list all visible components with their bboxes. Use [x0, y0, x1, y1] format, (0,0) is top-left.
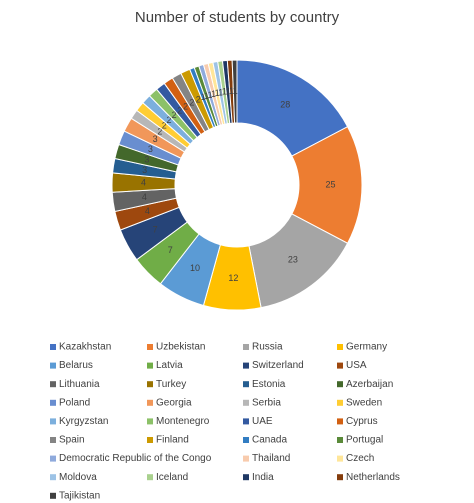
data-label: 1: [218, 87, 223, 97]
legend-label: Serbia: [252, 397, 281, 408]
legend-label: Turkey: [156, 379, 186, 390]
legend-label: Democratic Republic of the Congo: [59, 453, 212, 464]
data-label: 2: [162, 121, 167, 131]
data-label: 3: [142, 165, 147, 175]
legend-label: Czech: [346, 453, 374, 464]
legend-swatch: [337, 362, 343, 369]
legend-label: Germany: [346, 342, 387, 353]
legend-swatch: [50, 418, 56, 425]
legend-swatch: [337, 437, 343, 443]
legend-label: Finland: [156, 435, 189, 446]
legend-label: Canada: [252, 435, 287, 446]
data-label: 23: [288, 254, 298, 264]
legend-swatch: [337, 474, 343, 481]
legend-swatch: [50, 381, 56, 388]
legend-swatch: [50, 399, 56, 406]
legend-label: UAE: [252, 416, 273, 427]
legend-label: Sweden: [346, 397, 382, 408]
data-label: 25: [325, 179, 335, 189]
legend-swatch: [147, 474, 153, 481]
legend-label: Thailand: [252, 453, 290, 464]
legend-swatch: [243, 399, 249, 406]
legend-label: Netherlands: [346, 472, 400, 483]
data-label: 1: [215, 88, 220, 98]
data-label: 2: [157, 126, 162, 136]
data-label: 1: [208, 90, 213, 100]
data-label: 2: [183, 101, 188, 111]
legend-swatch: [243, 455, 249, 462]
data-label: 10: [190, 263, 200, 273]
data-label: 2: [172, 110, 177, 120]
data-label: 1: [233, 86, 238, 96]
data-label: 2: [196, 94, 201, 104]
legend-swatch: [337, 381, 343, 388]
legend-swatch: [147, 362, 153, 369]
legend-swatch: [50, 437, 56, 443]
data-label: 3: [153, 134, 158, 144]
legend-label: Russia: [252, 342, 283, 353]
legend-swatch: [243, 344, 249, 350]
legend-swatch: [243, 418, 249, 425]
legend-label: Poland: [59, 397, 90, 408]
legend-swatch: [147, 399, 153, 406]
legend-label: Georgia: [156, 397, 192, 408]
legend-label: Portugal: [346, 435, 383, 446]
data-label: 1: [211, 89, 216, 99]
legend-swatch: [243, 362, 249, 369]
data-label: 2: [189, 98, 194, 108]
legend-label: Kazakhstan: [59, 342, 111, 353]
legend-label: Cyprus: [346, 416, 378, 427]
legend-swatch: [147, 344, 153, 350]
legend-swatch: [50, 362, 56, 369]
legend-swatch: [147, 418, 153, 425]
legend-swatch: [243, 381, 249, 388]
data-label: 1: [229, 86, 234, 96]
data-label: 1: [225, 86, 230, 96]
legend-label: Latvia: [156, 360, 183, 371]
legend-label: Azerbaijan: [346, 379, 393, 390]
legend-label: Belarus: [59, 360, 93, 371]
slice: [231, 59, 238, 124]
data-label: 7: [153, 225, 158, 235]
legend-swatch: [337, 399, 343, 406]
data-label: 4: [142, 192, 147, 202]
data-label: 1: [201, 92, 206, 102]
legend-swatch: [50, 455, 56, 462]
data-label: 4: [141, 178, 146, 188]
legend-swatch: [337, 344, 343, 350]
data-label: 12: [228, 273, 238, 283]
data-label: 3: [144, 154, 149, 164]
legend-swatch: [50, 492, 56, 499]
data-label: 2: [166, 115, 171, 125]
data-label: 1: [204, 91, 209, 101]
legend-swatch: [337, 455, 343, 462]
legend-label: Moldova: [59, 472, 97, 483]
data-label: 1: [222, 87, 227, 97]
data-label: 28: [280, 99, 290, 109]
data-label: 3: [148, 144, 153, 154]
legend-swatch: [337, 418, 343, 425]
legend-swatch: [50, 344, 56, 350]
legend-swatch: [147, 381, 153, 388]
legend-swatch: [147, 437, 153, 443]
legend-label: Uzbekistan: [156, 342, 205, 353]
data-label: 4: [145, 206, 150, 216]
legend-label: Estonia: [252, 379, 286, 390]
legend-label: Switzerland: [252, 360, 304, 371]
legend-swatch: [243, 474, 249, 481]
legend-label: Tajikistan: [59, 490, 100, 501]
data-label: 2: [177, 105, 182, 115]
legend-label: Iceland: [156, 472, 188, 483]
legend-label: India: [252, 472, 274, 483]
data-label: 7: [168, 245, 173, 255]
legend-swatch: [243, 437, 249, 443]
legend-label: USA: [346, 360, 367, 371]
chart-title: Number of students by country: [135, 9, 340, 26]
legend-label: Spain: [59, 435, 85, 446]
legend-label: Montenegro: [156, 416, 210, 427]
legend-label: Kyrgyzstan: [59, 416, 108, 427]
legend-label: Lithuania: [59, 379, 100, 390]
legend-swatch: [50, 474, 56, 481]
